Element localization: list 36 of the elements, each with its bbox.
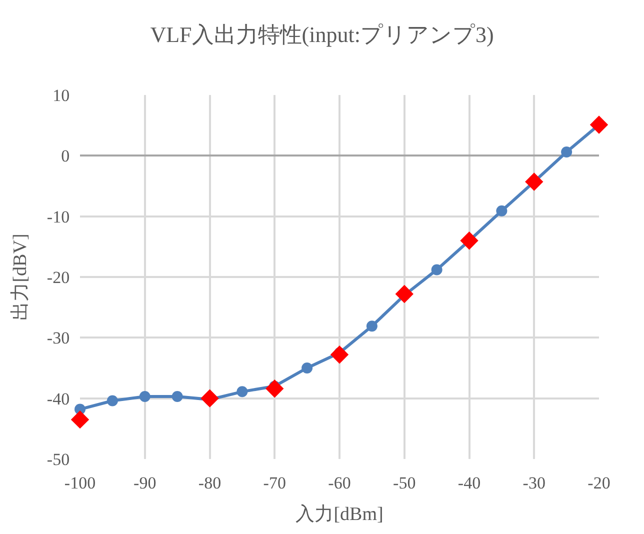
point: [460, 232, 478, 250]
x-tick-label: -40: [458, 473, 481, 492]
point: [395, 284, 414, 304]
x-axis-title: 入力[dBm]: [296, 504, 384, 526]
point: [172, 391, 183, 402]
point: [200, 389, 219, 408]
y-tick-label: -50: [46, 450, 70, 469]
y-tick-label: -10: [46, 207, 70, 226]
point: [70, 410, 90, 429]
x-tick-label: -90: [134, 473, 156, 492]
point: [590, 116, 608, 134]
x-tick-label: -50: [393, 473, 416, 492]
point: [330, 346, 349, 364]
x-tick-label: -80: [198, 473, 222, 492]
point: [525, 172, 544, 191]
y-axis-title: 出力[dBV]: [10, 234, 31, 320]
point: [561, 146, 572, 158]
point: [139, 391, 150, 402]
x-tick-label: -100: [64, 473, 96, 492]
point: [302, 362, 313, 374]
y-tick-label: -40: [46, 389, 70, 408]
point: [496, 205, 508, 216]
y-tick-label: -20: [46, 268, 70, 287]
point: [266, 380, 284, 398]
y-tick-label: -30: [46, 328, 70, 348]
x-tick-label: -30: [522, 473, 546, 492]
point: [366, 320, 378, 332]
x-tick-label: -70: [263, 473, 286, 492]
point: [106, 395, 118, 406]
point: [236, 386, 248, 398]
chart-title: VLF入出力特性(input:プリアンプ3): [150, 22, 494, 48]
point: [431, 264, 442, 276]
y-tick-label: 0: [61, 146, 70, 166]
y-tick-label: 10: [52, 86, 70, 105]
x-tick-label: -20: [588, 473, 610, 492]
x-tick-label: -60: [328, 473, 351, 492]
